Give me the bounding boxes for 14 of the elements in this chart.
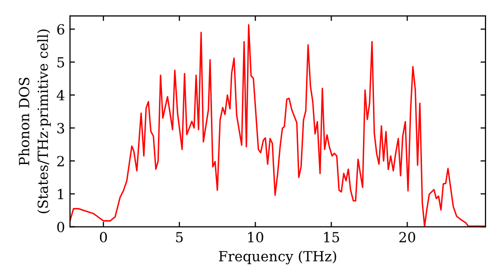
y-tick-label: 1 — [58, 188, 64, 200]
y-tick-label: 0 — [57, 222, 64, 232]
x-tick-label: 20 — [399, 232, 416, 242]
x-tick-label: 5 — [176, 232, 183, 242]
y-axis-title: Phonon DOS (States/THz·primitive cell) — [18, 30, 51, 214]
x-axis-title: Frequency (THz) — [218, 250, 336, 264]
x-tick-label: 15 — [324, 232, 340, 242]
x-tick-label: 10 — [248, 232, 264, 242]
y-tick-label: 5 — [57, 57, 64, 68]
x-tick-label: 0 — [100, 232, 107, 242]
y-tick-label: 6 — [57, 24, 64, 35]
y-tick-label: 4 — [56, 90, 64, 100]
y-tick-label: 3 — [57, 122, 64, 134]
y-tick-label: 2 — [57, 156, 64, 166]
